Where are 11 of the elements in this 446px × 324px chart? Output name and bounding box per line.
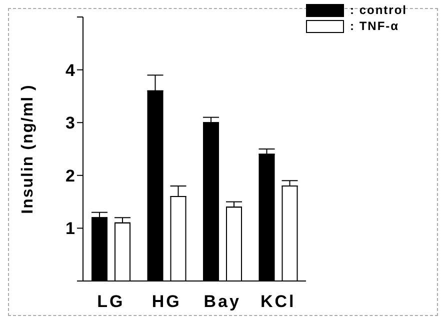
x-tick-label: HG: [152, 292, 182, 312]
y-axis-title: Insulin (ng/ml ): [20, 84, 37, 214]
y-tick-label: 4: [66, 60, 76, 80]
legend-label: : control: [350, 3, 407, 17]
x-tick-label: KCl: [260, 292, 296, 312]
legend-label: : TNF-α: [350, 19, 400, 33]
x-tick-label: Bay: [204, 292, 241, 312]
y-tick-label: 3: [66, 114, 75, 133]
y-tick-label: 1: [66, 219, 75, 238]
y-tick-label: 2: [66, 166, 75, 186]
x-tick-label: LG: [97, 292, 125, 312]
